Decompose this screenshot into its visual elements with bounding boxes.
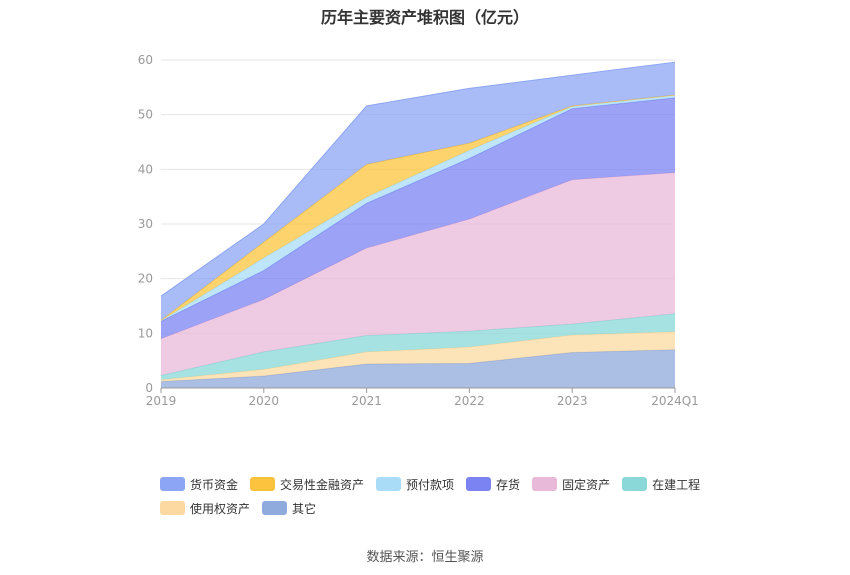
legend-row: 使用权资产 其它: [160, 496, 760, 520]
legend-item[interactable]: 存货: [466, 476, 520, 493]
x-tick-label: 2022: [454, 394, 485, 408]
legend-label: 固定资产: [562, 477, 611, 492]
area-在建工程: [161, 313, 675, 380]
area-固定资产: [161, 172, 675, 376]
legend-swatch: [376, 477, 402, 491]
y-tick-label: 0: [145, 381, 153, 395]
x-tick-label: 2023: [557, 394, 588, 408]
legend-label: 使用权资产: [190, 501, 251, 516]
area-货币资金: [161, 62, 675, 321]
legend-label: 货币资金: [190, 477, 239, 492]
area-使用权资产: [161, 331, 675, 382]
area-存货: [161, 97, 675, 339]
legend-swatch: [160, 477, 185, 491]
y-tick-label: 30: [138, 217, 153, 231]
axes: 0 10 20 30 40 50 60 2019 2020 2021 2022 2023 2024Q1: [138, 53, 699, 408]
area-其它: [161, 349, 675, 388]
legend-label: 在建工程: [652, 477, 701, 492]
area-edge-货币资金: [160, 61, 676, 297]
legend-swatch: [466, 477, 492, 491]
legend-item[interactable]: 其它: [262, 500, 316, 517]
area-series: [160, 61, 676, 388]
legend-swatch: [532, 477, 558, 491]
stacked-area-chart: 0 10 20 30 40 50 60 2019 2020 2021 2022 2023 2024Q1: [138, 53, 699, 408]
legend-row: 货币资金 交易性金融资产 预付款项 存货 固定资产 在建工程: [160, 472, 760, 496]
legend-swatch: [622, 477, 648, 491]
legend-label: 预付款项: [406, 477, 455, 492]
legend: 货币资金 交易性金融资产 预付款项 存货 固定资产 在建工程 使用权资产 其它: [160, 472, 760, 520]
x-tick-label: 2021: [351, 394, 382, 408]
legend-swatch: [262, 501, 288, 515]
y-tick-label: 50: [138, 108, 153, 122]
y-tick-label: 20: [138, 272, 153, 286]
legend-label: 其它: [292, 501, 317, 516]
legend-item[interactable]: 在建工程: [622, 476, 700, 493]
y-tick-label: 40: [138, 162, 153, 176]
legend-item[interactable]: 预付款项: [376, 476, 454, 493]
legend-label: 交易性金融资产: [280, 477, 365, 492]
legend-item[interactable]: 固定资产: [532, 476, 610, 493]
legend-item[interactable]: 使用权资产: [160, 500, 250, 517]
x-tick-label: 2024Q1: [651, 394, 699, 408]
x-tick-label: 2019: [146, 394, 177, 408]
legend-item[interactable]: 货币资金: [160, 476, 238, 493]
legend-item[interactable]: 交易性金融资产: [250, 476, 364, 493]
legend-label: 存货: [496, 477, 521, 492]
x-tick-label: 2020: [249, 394, 280, 408]
chart-title: 历年主要资产堆积图（亿元）: [320, 8, 529, 27]
y-tick-label: 10: [138, 326, 153, 340]
y-tick-label: 60: [138, 53, 153, 67]
legend-swatch: [160, 501, 185, 515]
legend-swatch: [250, 477, 276, 491]
data-source: 数据来源：恒生聚源: [366, 550, 484, 565]
